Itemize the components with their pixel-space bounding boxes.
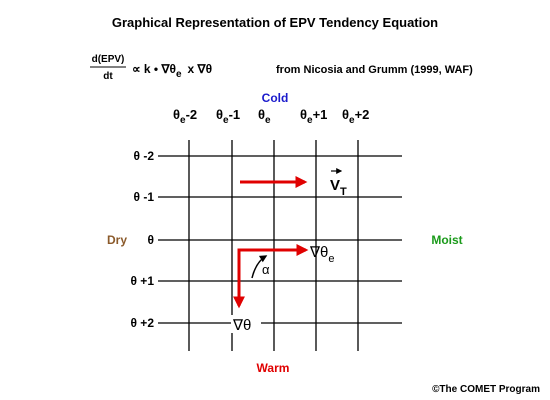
column-label: θe-1 [216, 107, 240, 126]
row-label: θ +1 [130, 274, 154, 288]
eq-rhs: ∝ k • ∇θe x ∇θ [132, 62, 212, 80]
warm-label: Warm [257, 361, 290, 375]
label-bg [231, 315, 261, 333]
column-label: θe+2 [342, 107, 369, 126]
dry-label: Dry [107, 233, 127, 247]
angle-arc [251, 255, 268, 279]
eq-numerator: d(EPV) [92, 54, 125, 65]
row-label: θ +2 [130, 316, 154, 330]
row-label: θ [148, 233, 155, 247]
thermal-wind-label: VT [330, 177, 347, 198]
angle-label: α [262, 262, 270, 277]
grad-theta-arrow [233, 248, 304, 309]
grad-theta-e-label: ∇θe [309, 244, 335, 265]
moist-label: Moist [431, 233, 462, 247]
row-label: θ -1 [134, 190, 155, 204]
column-label: θe+1 [300, 107, 327, 126]
credit: ©The COMET Program [432, 384, 540, 395]
title: Graphical Representation of EPV Tendency… [112, 15, 438, 30]
grid [158, 140, 402, 351]
eq-source: from Nicosia and Grumm (1999, WAF) [276, 64, 473, 76]
eq-denominator: dt [103, 71, 113, 82]
column-label: θe-2 [173, 107, 197, 126]
grad-theta-label: ∇θ [232, 317, 251, 334]
cold-label: Cold [262, 91, 289, 105]
column-label: θe [258, 107, 271, 126]
row-label: θ -2 [134, 149, 155, 163]
